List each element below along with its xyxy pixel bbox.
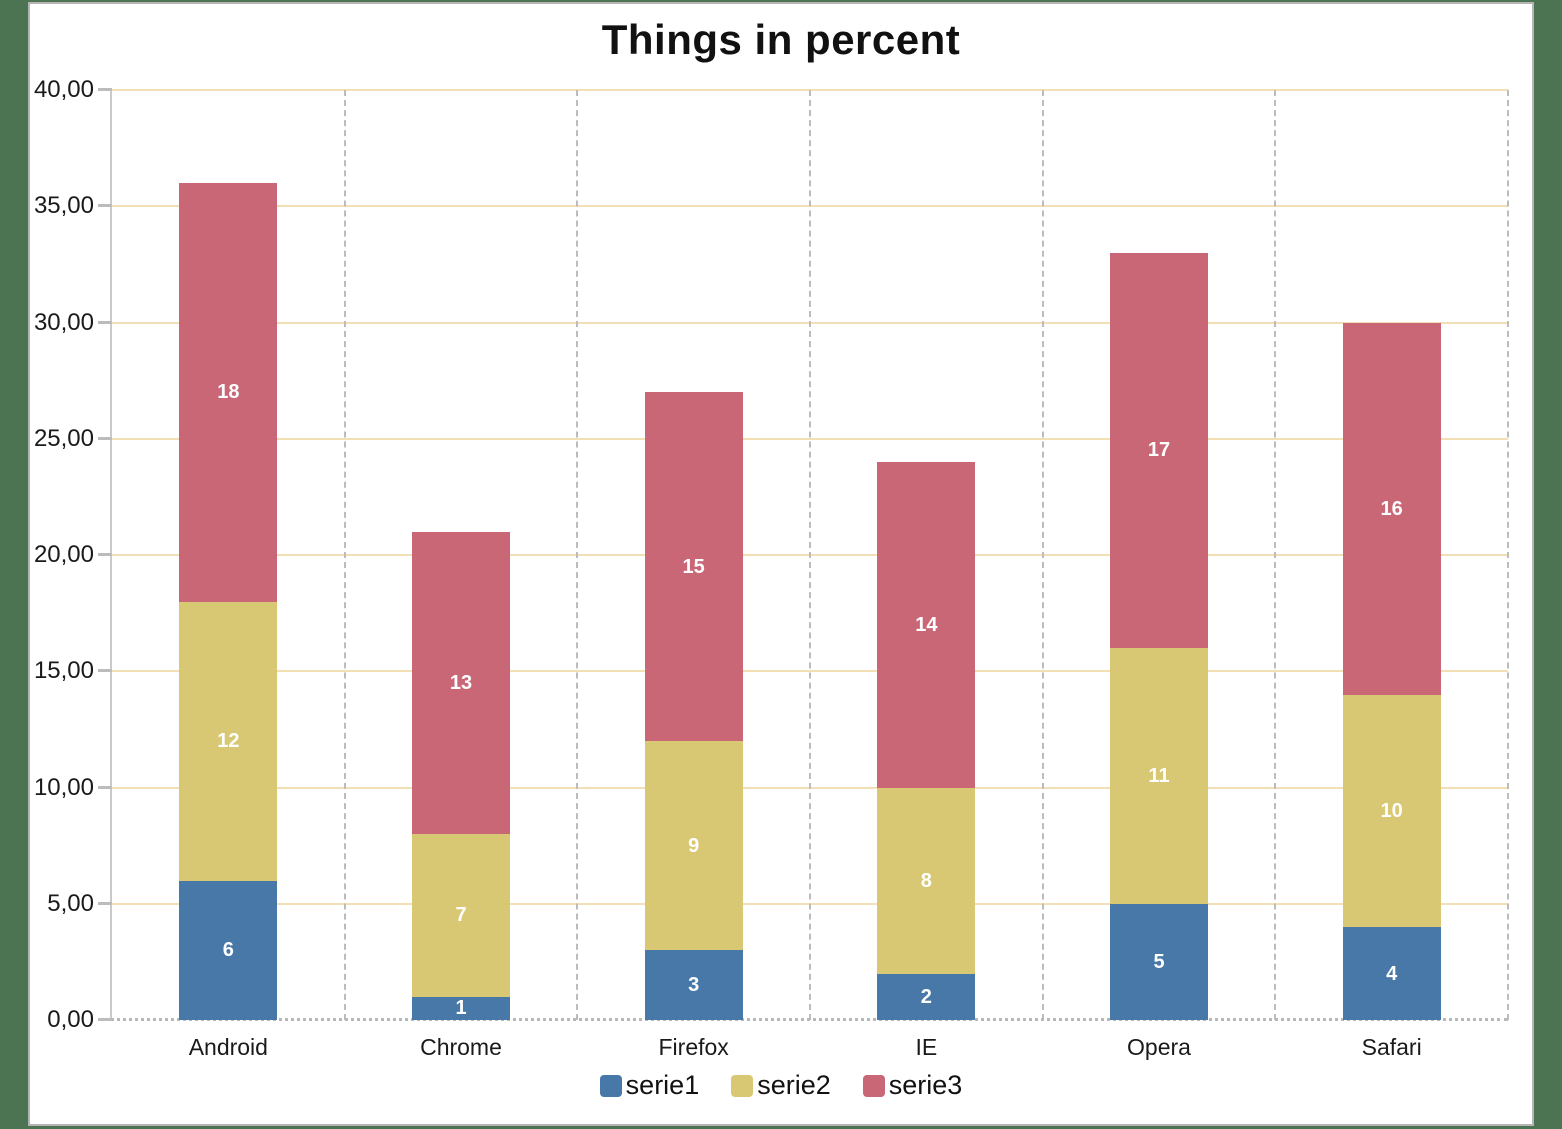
bar-segment-serie3-safari (1342, 322, 1441, 695)
bar-value-label-serie2-ie: 8 (920, 869, 932, 892)
y-axis-label-30: 30,00 (33, 308, 94, 336)
bar-value-label-serie2-firefox: 9 (688, 834, 700, 857)
bar-segment-serie3-opera (1110, 252, 1208, 648)
bar-segment-serie2-opera (1110, 648, 1208, 904)
bar-segment-serie1-android (179, 880, 278, 1020)
gridline-vertical-4 (1041, 90, 1044, 1020)
bar-segment-serie3-ie (877, 462, 976, 788)
category-label-firefox: Firefox (658, 1034, 729, 1060)
y-axis-tick-5 (98, 901, 112, 905)
legend-label-serie2: serie2 (757, 1070, 831, 1100)
bar-segment-serie2-firefox (644, 741, 743, 951)
bar-value-label-serie1-android: 6 (222, 939, 234, 962)
gridline-vertical-5 (1274, 90, 1277, 1020)
y-axis-label-25: 25,00 (33, 424, 94, 452)
bar-value-label-serie1-firefox: 3 (688, 974, 700, 997)
bar-value-label-serie2-opera: 11 (1148, 764, 1170, 787)
category-label-safari: Safari (1361, 1034, 1422, 1060)
category-label-chrome: Chrome (420, 1034, 502, 1060)
legend-label-serie3: serie3 (888, 1070, 963, 1100)
bar-value-label-serie1-safari: 4 (1386, 962, 1398, 985)
bar-segment-serie3-android (179, 183, 278, 602)
bar-segment-serie2-safari (1342, 694, 1441, 927)
y-axis-tick-35 (98, 204, 112, 208)
y-axis-tick-15 (98, 669, 112, 673)
y-axis-label-0: 0,00 (47, 1006, 94, 1033)
gridline-vertical-6 (1507, 90, 1509, 1020)
bar-value-label-serie3-opera: 17 (1147, 439, 1171, 462)
bar-segment-serie1-chrome (412, 996, 510, 1020)
legend-item-serie1: serie1 (599, 1070, 700, 1101)
y-axis-label-5: 5,00 (47, 889, 94, 917)
bar-value-label-serie3-chrome: 13 (449, 671, 473, 694)
bar-value-label-serie3-safari: 16 (1380, 497, 1403, 520)
legend-swatch-serie3 (862, 1074, 885, 1097)
bar-segment-serie2-android (179, 601, 278, 881)
y-axis-tick-0 (98, 1018, 112, 1021)
category-label-android: Android (188, 1034, 268, 1060)
bar-segment-serie1-safari (1342, 927, 1441, 1020)
bar-segment-serie2-chrome (412, 834, 510, 997)
chart-title: Things in percent (601, 16, 961, 63)
category-label-opera: Opera (1127, 1034, 1191, 1060)
y-axis-label-10: 10,00 (33, 773, 94, 801)
legend-swatch-serie1 (599, 1074, 622, 1097)
y-axis-label-35: 35,00 (33, 192, 94, 220)
y-axis-label-40: 40,00 (33, 76, 94, 103)
page-surface (28, 2, 1534, 1126)
y-axis-tick-30 (98, 320, 112, 324)
gridline-vertical-3 (809, 90, 811, 1020)
y-axis-tick-25 (98, 436, 112, 440)
bar-segment-serie3-firefox (644, 392, 743, 741)
bar-segment-serie3-chrome (412, 531, 510, 834)
bar-value-label-serie3-firefox: 15 (682, 555, 705, 578)
legend: serie1 serie2 serie3 (0, 1070, 1562, 1101)
bar-value-label-serie2-chrome: 7 (455, 904, 467, 927)
y-axis-label-15: 15,00 (33, 657, 94, 685)
y-axis-tick-20 (98, 553, 112, 556)
bar-value-label-serie1-opera: 5 (1153, 950, 1165, 973)
background-right-band (1534, 0, 1562, 1129)
legend-item-serie3: serie3 (862, 1070, 963, 1101)
bar-value-label-serie2-safari: 10 (1380, 799, 1403, 822)
background-left-band (0, 0, 28, 1129)
y-axis-tick-10 (98, 785, 112, 789)
legend-label-serie1: serie1 (625, 1070, 700, 1100)
bar-segment-serie2-ie (877, 787, 976, 974)
bar-segment-serie1-opera (1110, 903, 1208, 1020)
bar-segment-serie1-firefox (644, 950, 743, 1020)
category-label-ie: IE (915, 1034, 938, 1060)
bar-value-label-serie3-android: 18 (217, 381, 240, 404)
bar-value-label-serie1-chrome: 1 (455, 997, 467, 1020)
y-axis-label-20: 20,00 (33, 541, 94, 568)
bar-value-label-serie2-android: 12 (217, 730, 240, 752)
gridline-vertical-2 (576, 90, 579, 1020)
y-axis-tick-40 (98, 88, 112, 91)
legend-item-serie2: serie2 (731, 1070, 831, 1101)
x-axis-baseline (98, 1018, 1508, 1021)
bar-segment-serie1-ie (877, 973, 976, 1020)
gridline-vertical-1 (343, 90, 346, 1020)
bar-value-label-serie1-ie: 2 (920, 985, 932, 1008)
legend-swatch-serie2 (731, 1074, 754, 1097)
bar-value-label-serie3-ie: 14 (915, 613, 938, 636)
